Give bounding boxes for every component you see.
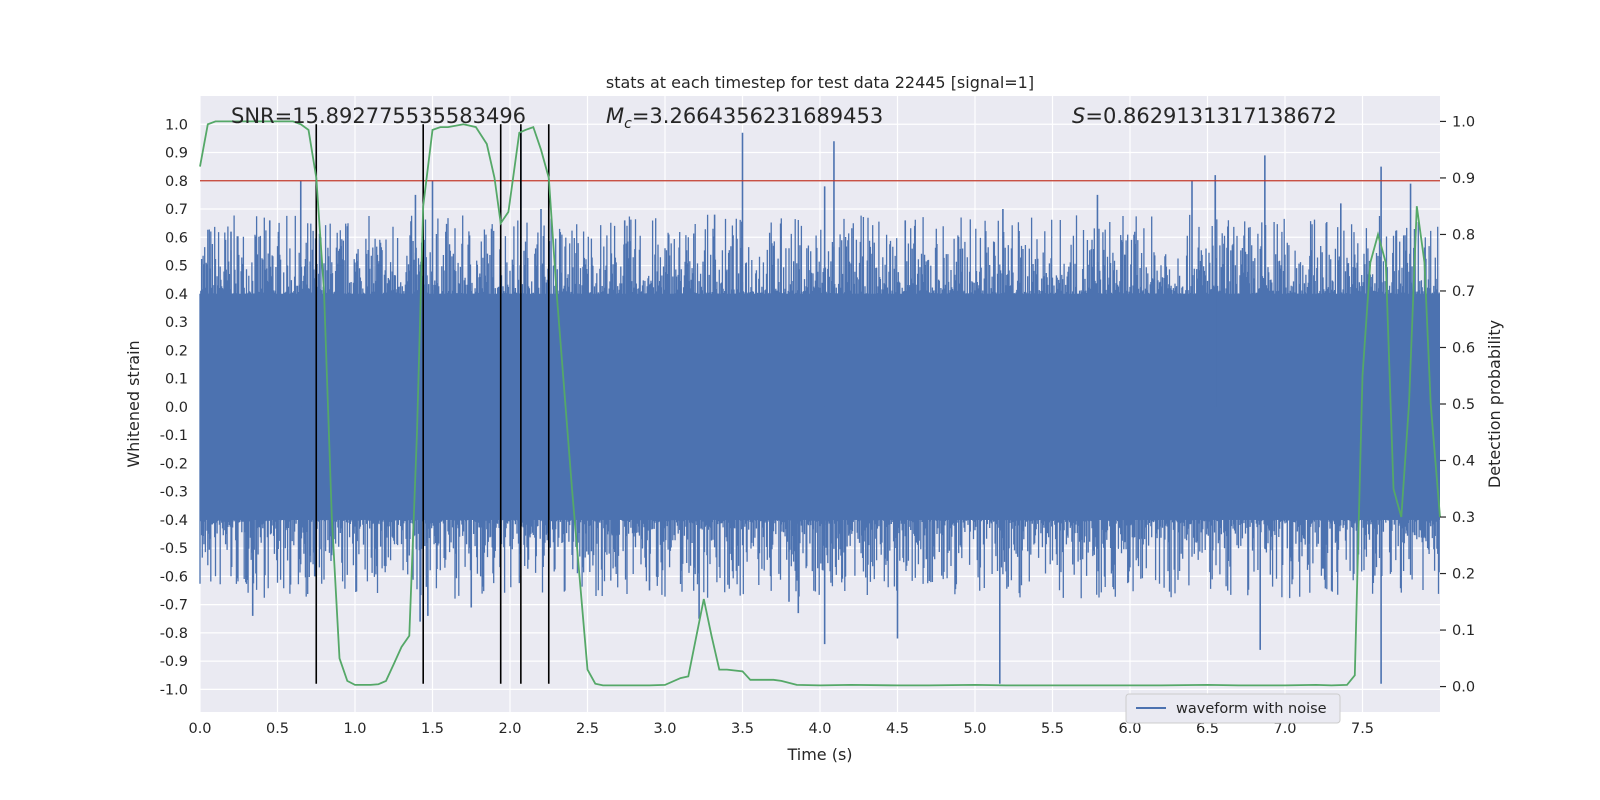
y-tick-label: -1.0 [160, 682, 188, 698]
x-tick-label: 6.0 [1118, 721, 1141, 737]
y-tick-label: 0.4 [165, 287, 188, 303]
chirp-mass-annotation: Mc=3.2664356231689453 [606, 104, 883, 132]
x-tick-label: 1.5 [421, 721, 444, 737]
x-tick-label: 1.0 [343, 721, 366, 737]
waveform-noise-trace [199, 214, 1440, 599]
y2-tick-label: 0.6 [1452, 340, 1475, 356]
chirp-mass-value: =3.2664356231689453 [632, 104, 883, 128]
s-value: =0.8629131317138672 [1085, 104, 1336, 128]
y-tick-label: -0.1 [160, 428, 188, 444]
y-tick-label: -0.6 [160, 569, 188, 585]
x-tick-label: 0.5 [266, 721, 289, 737]
legend-label: waveform with noise [1176, 701, 1327, 717]
y-tick-label: -0.2 [160, 456, 188, 472]
y2-tick-label: 0.7 [1452, 284, 1475, 300]
y2-tick-label: 0.2 [1452, 567, 1475, 583]
x-tick-label: 7.5 [1351, 721, 1374, 737]
s-symbol: S [1072, 104, 1085, 128]
y2-tick-label: 0.4 [1452, 454, 1475, 470]
y-tick-label: -0.7 [160, 598, 188, 614]
x-axis-label: Time (s) [786, 745, 852, 764]
y-tick-label: 0.3 [165, 315, 188, 331]
chart-title: stats at each timestep for test data 224… [606, 73, 1034, 92]
waveform-series [199, 127, 1440, 684]
y-axis-label: Whitened strain [124, 340, 143, 467]
y-tick-label: 0.1 [165, 372, 188, 388]
y2-tick-label: 1.0 [1452, 114, 1475, 130]
x-tick-label: 5.0 [963, 721, 986, 737]
x-ticks: 0.0 0.5 1.0 1.5 2.0 2.5 3.0 3.5 4.0 4.5 5.0 5.5 6.0 6… [188, 721, 1374, 737]
probability-line [199, 120, 1441, 687]
y2-tick-label: 0.8 [1452, 227, 1475, 243]
x-tick-label: 2.5 [576, 721, 599, 737]
y-ticks: 1.0 0.9 0.8 0.7 0.6 0.5 0.4 0.3 0.2 0.1 0.0 -0.1 -0.… [160, 117, 188, 698]
x-tick-label: 0.0 [188, 721, 211, 737]
y2-ticks: 1.0 0.9 0.8 0.7 0.6 0.5 0.4 0.3 0.2 0.1 0.0 [1440, 114, 1475, 696]
chirp-mass-symbol: M [606, 104, 624, 128]
chirp-mass-subscript: c [624, 116, 632, 132]
y-tick-label: 0.6 [165, 230, 188, 246]
x-tick-label: 2.0 [498, 721, 521, 737]
y-tick-label: 0.2 [165, 343, 188, 359]
x-tick-label: 7.0 [1273, 721, 1296, 737]
y-tick-label: -0.8 [160, 626, 188, 642]
y-tick-label: -0.9 [160, 654, 188, 670]
x-tick-label: 4.0 [808, 721, 831, 737]
probability-series [199, 120, 1441, 687]
y-tick-label: 0.8 [165, 174, 188, 190]
y-tick-label: 0.7 [165, 202, 188, 218]
x-tick-label: 5.5 [1041, 721, 1064, 737]
y-tick-label: 0.9 [165, 146, 188, 162]
x-tick-label: 3.5 [731, 721, 754, 737]
snr-annotation: SNR=15.892775535583496 [231, 104, 526, 128]
y2-tick-label: 0.9 [1452, 171, 1475, 187]
y-tick-label: -0.4 [160, 513, 188, 529]
y-tick-label: 1.0 [165, 117, 188, 133]
s-annotation: S=0.8629131317138672 [1072, 104, 1337, 128]
x-tick-label: 6.5 [1196, 721, 1219, 737]
y2-axis-label: Detection probability [1485, 320, 1504, 488]
y2-tick-label: 0.5 [1452, 397, 1475, 413]
y2-tick-label: 0.1 [1452, 623, 1475, 639]
y-tick-label: 0.5 [165, 259, 188, 275]
x-tick-label: 4.5 [886, 721, 909, 737]
legend-box [1125, 693, 1341, 724]
y2-tick-label: 0.0 [1452, 680, 1475, 696]
y-tick-label: -0.5 [160, 541, 188, 557]
y2-tick-label: 0.3 [1452, 510, 1475, 526]
legend: waveform with noise [1125, 693, 1341, 724]
y-tick-label: -0.3 [160, 485, 188, 501]
y-tick-label: 0.0 [165, 400, 188, 416]
x-tick-label: 3.0 [653, 721, 676, 737]
